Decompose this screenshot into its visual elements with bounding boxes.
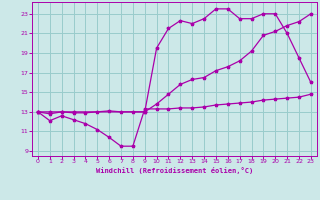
- X-axis label: Windchill (Refroidissement éolien,°C): Windchill (Refroidissement éolien,°C): [96, 167, 253, 174]
